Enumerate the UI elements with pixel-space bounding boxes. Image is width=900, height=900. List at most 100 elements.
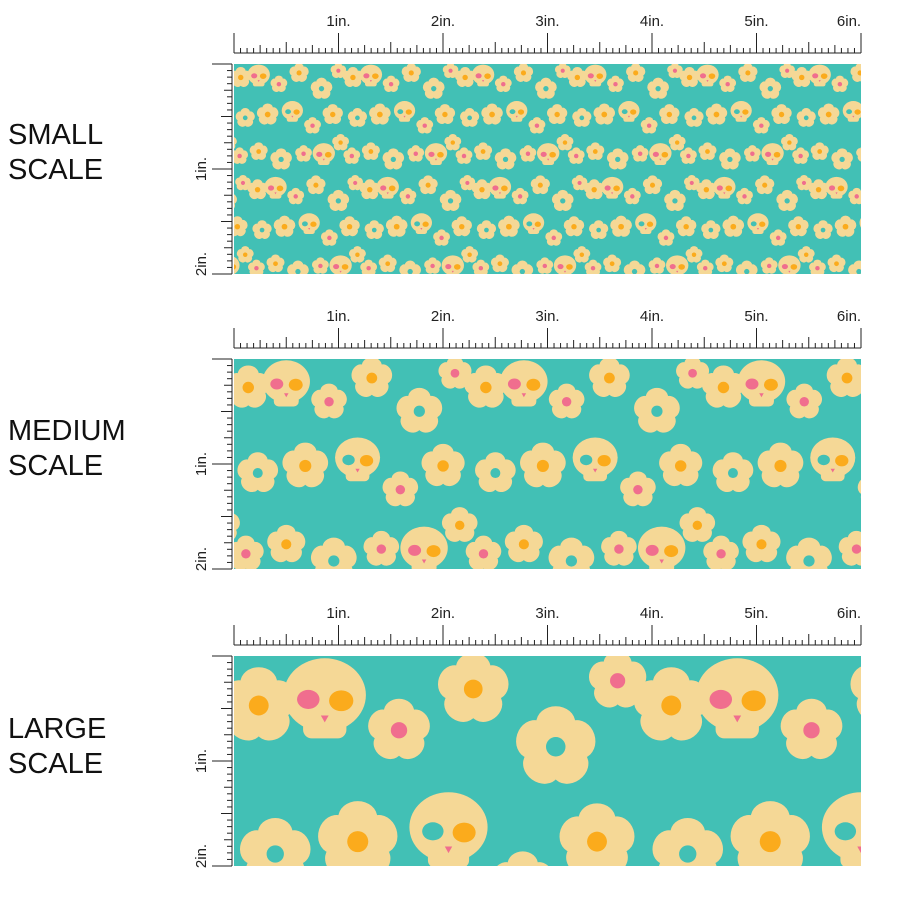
daisy-flower [826,359,861,397]
flower-center [437,460,449,472]
skull-eye [781,263,788,270]
flower-center [615,156,621,163]
ruler-side-label: 2in. [193,252,210,276]
flower-center [395,484,406,495]
skull-eye [267,185,275,191]
flower-center [854,194,859,199]
flower-center [590,265,596,271]
daisy-flower [235,174,251,191]
flower-center [234,223,241,230]
skull [666,255,689,274]
daisy-flower [856,146,861,162]
flower-center [601,111,608,118]
skull-eye [329,690,354,712]
flower-center [841,372,853,384]
daisy-flower [657,229,675,246]
top-ruler: 1in. 2in. 3in. 4in. 5in. 6in. [233,605,862,646]
flower-center [744,45,749,50]
daisy-flower [342,67,364,87]
skull-eye [426,545,441,558]
flower-center [871,485,880,494]
daisy-flower [451,216,472,237]
flower-center [489,111,495,118]
flower-center [561,397,572,407]
skull [649,143,672,165]
daisy-flower [519,145,537,162]
flower-center [327,235,332,241]
daisy-flower [287,260,309,274]
skull-eye [310,221,317,227]
daisy-flower [786,383,823,419]
ruler-top-label: 5in. [744,13,768,30]
skull-eye [221,264,227,269]
daisy-flower [439,189,462,211]
daisy-flower [237,452,279,493]
ruler-top-label: 3in. [535,605,559,622]
skull [730,101,752,122]
daisy-flower [848,187,861,205]
skull [674,289,721,335]
daisy-flower [847,36,871,59]
daisy-flower [703,535,739,569]
flower-center [313,182,319,188]
skull [522,213,545,234]
flower-center [448,68,453,73]
daisy-flower [796,108,816,127]
daisy-flower [685,246,703,263]
skull [442,31,464,53]
daisy-flower [834,215,857,237]
skull [810,437,856,482]
daisy-flower [668,133,686,151]
daisy-flower [311,383,347,419]
flower-center [774,459,787,472]
daisy-flower [234,136,237,151]
daisy-flower [401,64,421,82]
daisy-flower [310,77,333,99]
fabric-pattern [213,289,880,569]
flower-center [551,235,556,241]
flower-center [543,86,549,92]
flower-center [213,369,222,378]
flower-center [502,156,509,163]
daisy-flower [551,189,574,211]
flower-center [430,263,435,269]
daisy-flower [349,246,366,263]
flower-center [672,198,678,204]
flower-center [518,539,529,550]
side-ruler: 1in. 2in. [193,63,233,276]
flower-center [537,182,543,188]
ruler-side-label: 1in. [193,452,210,476]
daisy-flower [282,442,329,488]
skull-eye [341,264,349,270]
large-scale-swatch-panel: 1in. 2in. 3in. 4in. 5in. 6in. 1in. 2in. [180,602,900,887]
daisy-flower [696,179,717,200]
flower-center [241,549,251,559]
flower-center [293,194,298,199]
flower-center [744,268,750,274]
flower-center [803,555,815,567]
daisy-flower [256,103,279,125]
flower-center [703,265,708,271]
flower-center [601,318,612,329]
flower-center [278,156,284,163]
daisy-flower [311,257,329,274]
daisy-flower [369,103,391,125]
daisy-flower [330,64,347,79]
flower-center [803,252,809,257]
ruler-top-label: 6in. [837,308,861,325]
flower-center [281,539,292,550]
daisy-flower [857,477,880,507]
flower-center [596,227,602,233]
large-scale-label: LARGE SCALE [8,712,106,782]
skull-eye [517,109,525,115]
daisy-flower [586,142,605,160]
flower-center [560,198,566,204]
daisy-flower [236,246,254,263]
daisy-flower [399,260,421,274]
flower-center [579,115,585,121]
flower-center [462,74,468,81]
flower-center [604,372,615,384]
daisy-flower [583,179,605,200]
flower-center [368,149,374,154]
flower-center [784,198,790,204]
